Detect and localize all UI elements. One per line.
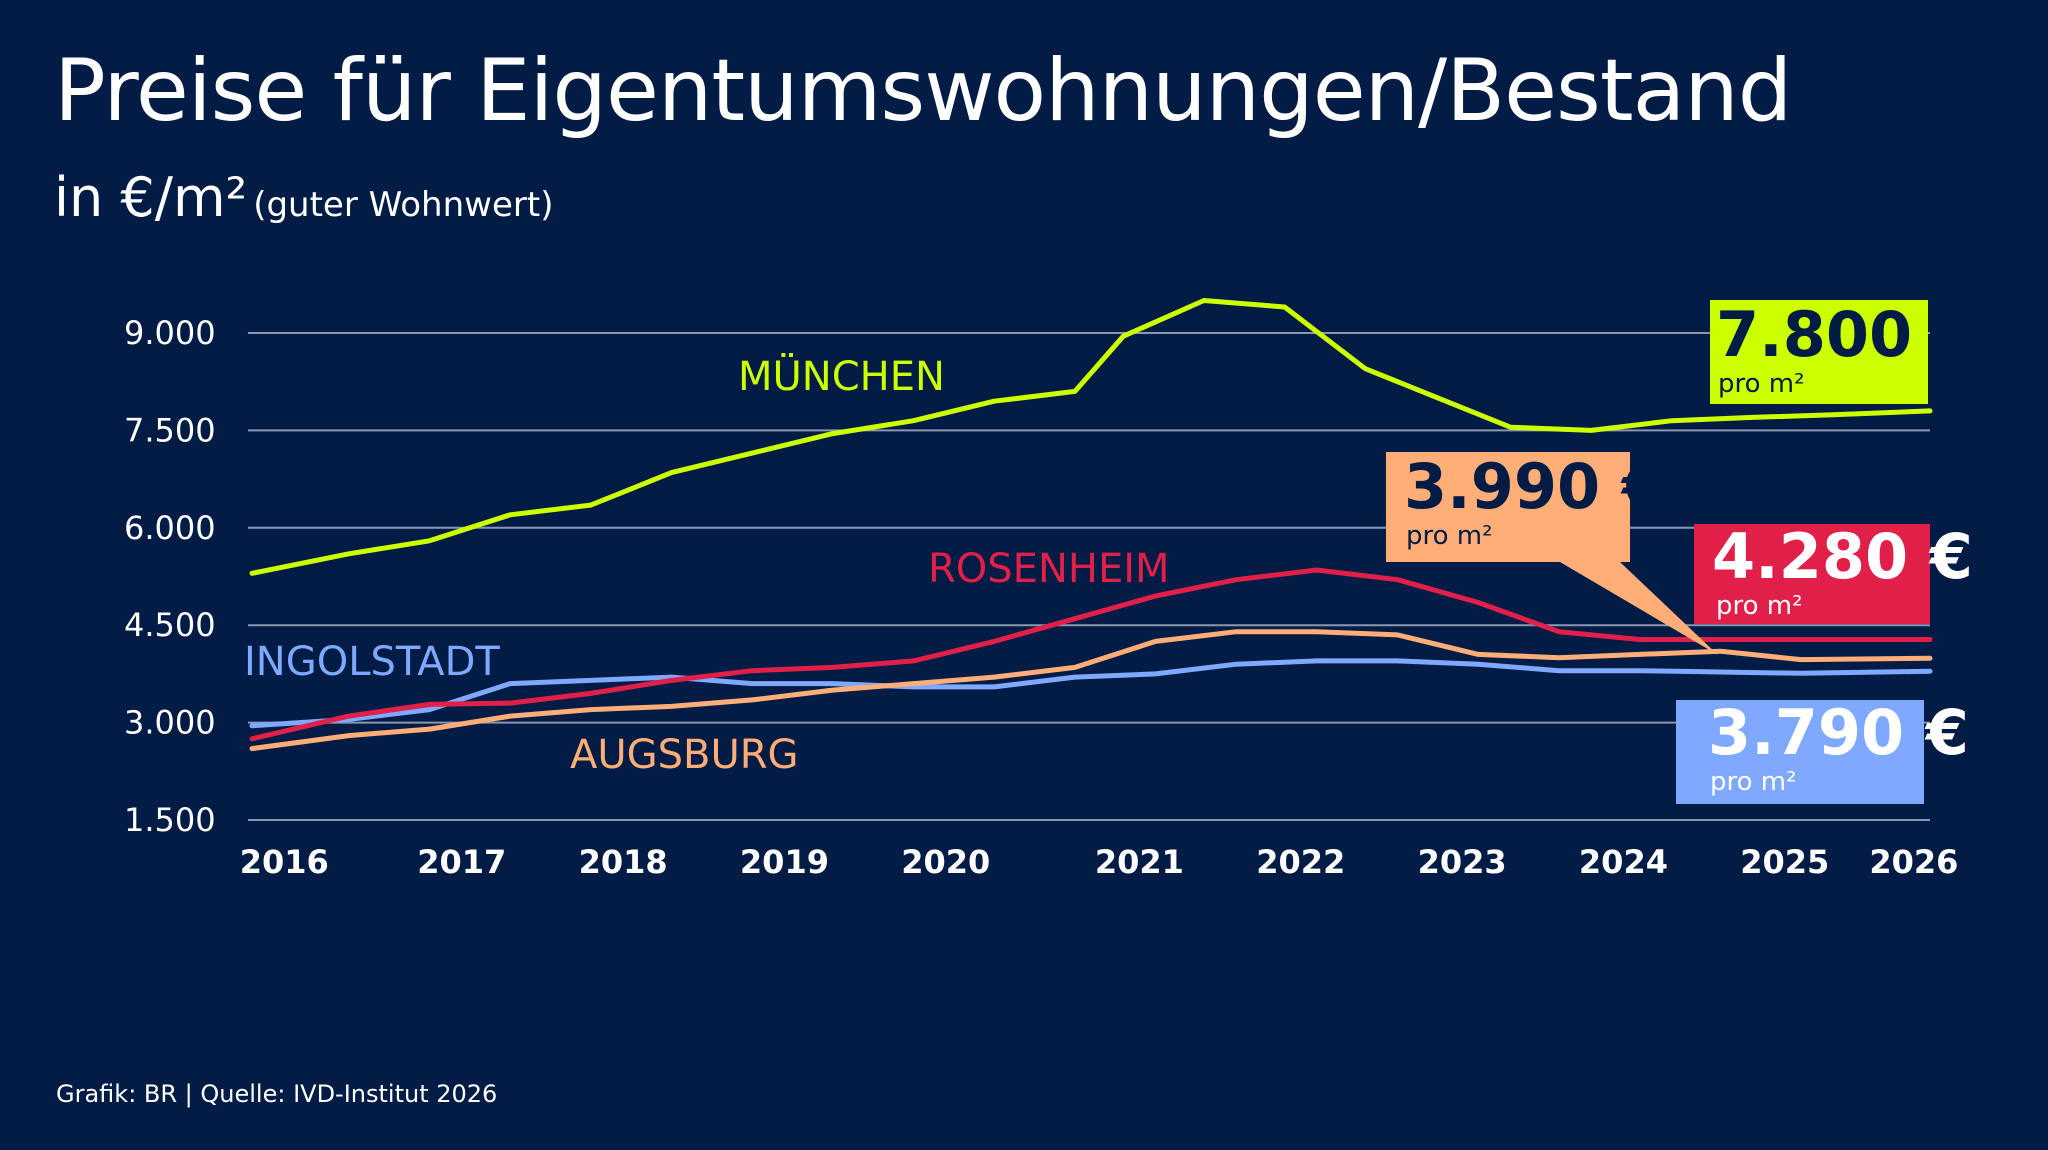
x-tick-label: 2018 <box>579 843 668 881</box>
callout-augsburg: 3.990 €pro m² <box>1386 450 1665 562</box>
series-lines <box>249 298 1933 752</box>
chart-subtitle: in €/m² (guter Wohnwert) <box>54 168 553 227</box>
series-label-augsburg: AUGSBURG <box>570 732 799 778</box>
callout-unit: pro m² <box>1718 369 1805 399</box>
callout-value: 7.800 € <box>1716 298 1977 371</box>
callout-box <box>1386 452 1630 562</box>
series-line-rosenheim <box>249 567 1933 742</box>
y-tick-label: 4.500 <box>124 606 216 644</box>
series-line-augsburg <box>249 629 1933 752</box>
unit-note: (guter Wohnwert) <box>253 185 554 225</box>
callout-münchen: 7.800 €pro m² <box>1710 298 1977 404</box>
callout-rosenheim: 4.280 €pro m² <box>1694 520 1973 624</box>
series-line-ingolstadt <box>249 658 1933 729</box>
x-axis-ticks: 2016 2017 2018 2019 2020 2021 2022 2023 2024 2025… <box>240 843 1959 881</box>
y-axis-ticks: 9.000 7.500 6.000 4.500 3.000 1.500 <box>124 314 216 839</box>
callout-value: 3.790 € <box>1708 696 1969 769</box>
callout-unit: pro m² <box>1710 767 1797 797</box>
grid-lines <box>248 332 1930 821</box>
x-tick-label: 2020 <box>901 843 990 881</box>
source-note: Grafik: BR | Quelle: IVD-Institut 2026 <box>56 1080 498 1108</box>
callout-unit: pro m² <box>1406 521 1493 551</box>
x-tick-label: 2023 <box>1418 843 1507 881</box>
series-labels: MÜNCHEN ROSENHEIM INGOLSTADT AUGSBURG <box>244 352 1170 778</box>
callout-value: 4.280 € <box>1712 520 1973 593</box>
callout-value: 3.990 € <box>1404 450 1665 523</box>
chart-title: Preise für Eigentumswohnungen/Bestand <box>54 41 1792 141</box>
unit-label: in €/m² <box>54 166 248 229</box>
series-label-münchen: MÜNCHEN <box>738 352 945 400</box>
callout-unit: pro m² <box>1716 591 1803 621</box>
y-tick-label: 3.000 <box>124 704 216 742</box>
y-tick-label: 6.000 <box>124 509 216 547</box>
x-tick-label: 2021 <box>1095 843 1184 881</box>
x-tick-label: 2016 <box>240 843 329 881</box>
x-tick-label: 2022 <box>1256 843 1345 881</box>
x-tick-label: 2024 <box>1579 843 1668 881</box>
x-tick-label: 2026 <box>1869 843 1958 881</box>
y-tick-label: 1.500 <box>124 801 216 839</box>
y-tick-label: 9.000 <box>124 314 216 352</box>
callout-box <box>1676 700 1924 804</box>
series-line-münchen <box>249 298 1933 576</box>
callout-box <box>1710 300 1928 404</box>
value-callouts: 7.800 €pro m²3.990 €pro m² 4.280 €pro m²3… <box>1386 298 1977 804</box>
x-tick-label: 2017 <box>417 843 506 881</box>
y-tick-label: 7.500 <box>124 411 216 449</box>
callout-ingolstadt: 3.790 €pro m² <box>1676 696 1969 804</box>
callout-box <box>1694 524 1930 624</box>
x-tick-label: 2019 <box>740 843 829 881</box>
callout-pointer-augsburg <box>1560 562 1718 655</box>
series-label-rosenheim: ROSENHEIM <box>928 546 1170 592</box>
series-label-ingolstadt: INGOLSTADT <box>244 639 500 685</box>
x-tick-label: 2025 <box>1740 843 1829 881</box>
